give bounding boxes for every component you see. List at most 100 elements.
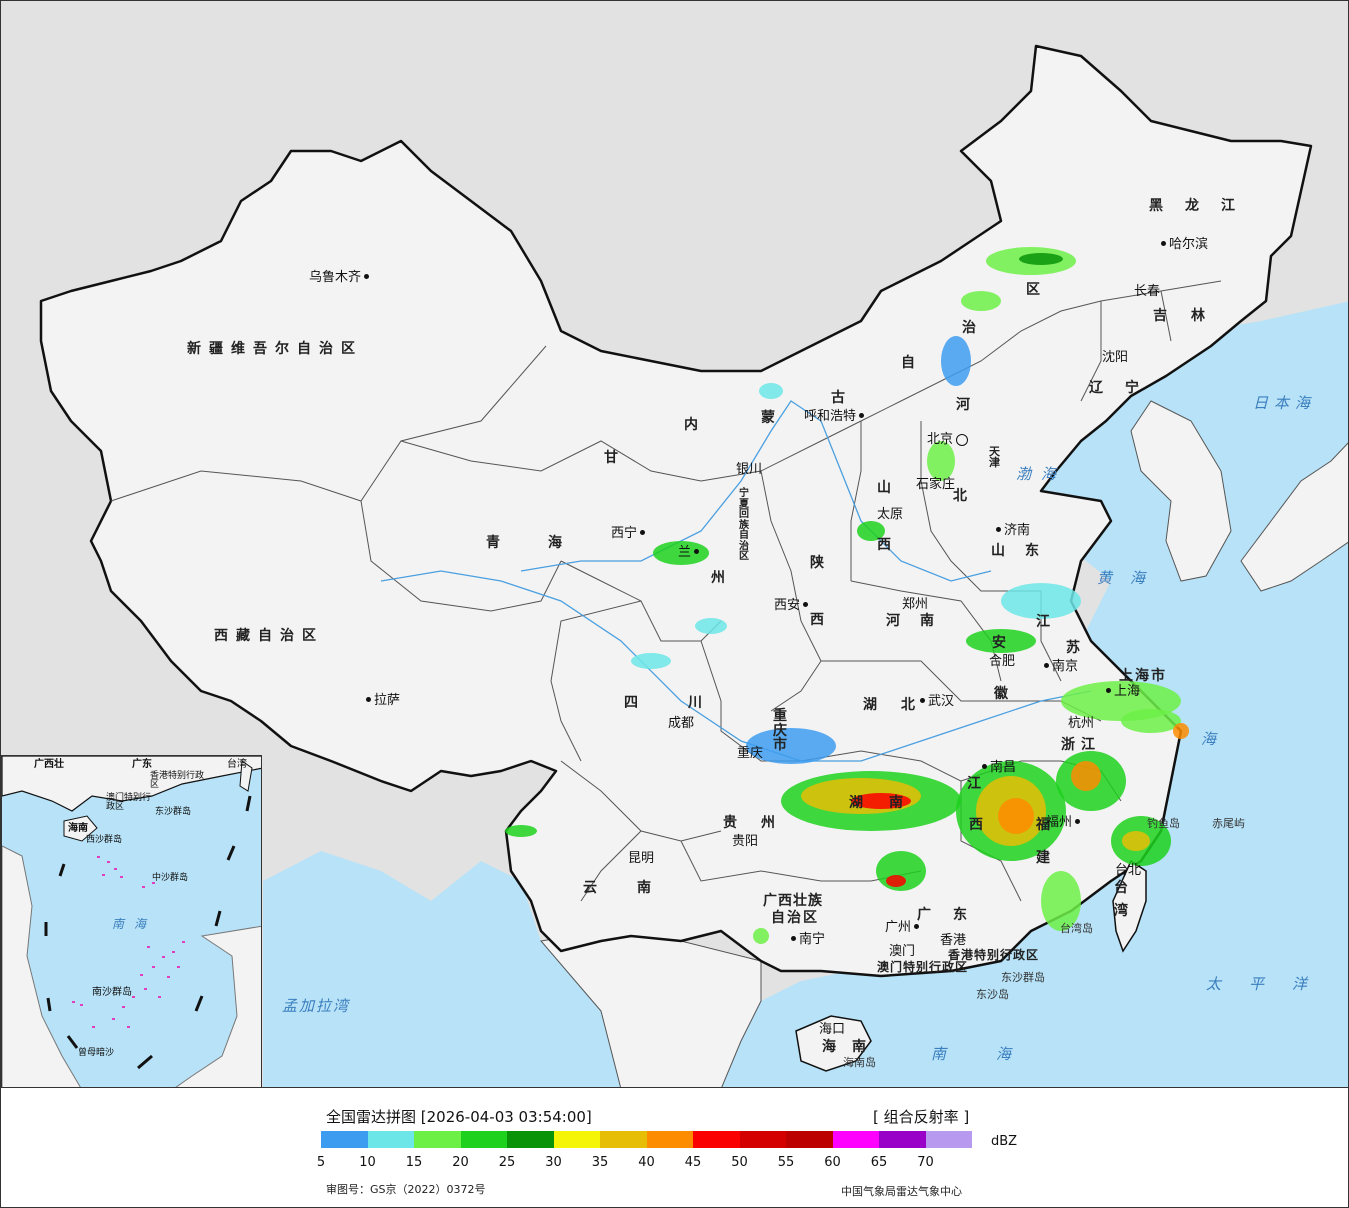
- city-shenyang: 沈阳: [1102, 350, 1129, 365]
- city-nanning: 南宁: [788, 933, 825, 946]
- inset-taiwan: 台湾: [227, 759, 247, 770]
- inset-taiwan: [239, 760, 253, 792]
- province-shanxi-2: 西: [877, 537, 899, 553]
- city-changchun: 长春: [1134, 284, 1161, 299]
- city-marker: [366, 697, 371, 702]
- radar-echo: [1121, 709, 1181, 733]
- city-hongkong: 香港: [940, 933, 967, 948]
- inset-zhongsha: 中沙群岛: [152, 873, 189, 883]
- city-xining: 西宁: [611, 527, 648, 540]
- color-scale: [321, 1131, 972, 1148]
- province-neimenggu-5: 治: [962, 320, 984, 336]
- city-haikou: 海口: [819, 1022, 846, 1037]
- province-anhui-1: 安: [992, 635, 1014, 651]
- province-neimenggu-2: 蒙: [761, 410, 783, 426]
- city-lhasa: 拉萨: [363, 694, 400, 707]
- color-swatch: [553, 1131, 600, 1148]
- inset-guangxi: 广西壮: [34, 759, 64, 770]
- radar-echo: [505, 825, 537, 837]
- inset-islands: [72, 856, 185, 1028]
- radar-echo: [961, 291, 1001, 311]
- city-harbin: 哈尔滨: [1158, 238, 1208, 251]
- city-fuzhou: 福州: [1046, 816, 1083, 829]
- island-chiwei: 赤尾屿: [1212, 817, 1245, 830]
- province-qinghai: 青海: [486, 535, 610, 551]
- province-hainan: 海南: [822, 1039, 882, 1055]
- city-guangzhou: 广州: [885, 921, 922, 934]
- province-guangxi-1: 广西壮族: [763, 893, 823, 909]
- city-marker: [1075, 819, 1081, 824]
- radar-echo: [851, 793, 911, 809]
- color-swatch: [925, 1131, 972, 1148]
- legend-unit: dBZ: [991, 1134, 1018, 1149]
- radar-echo: [1122, 831, 1150, 851]
- legend-tick: 10: [359, 1155, 376, 1170]
- city-nanjing: 南京: [1041, 660, 1078, 673]
- legend-tick: 30: [545, 1155, 562, 1170]
- color-swatch: [693, 1131, 740, 1148]
- city-marker: [859, 413, 865, 418]
- color-swatch: [507, 1131, 554, 1148]
- taiwan-land: [1112, 859, 1147, 953]
- radar-echo: [753, 928, 769, 944]
- inset-hainan: [63, 815, 98, 842]
- city-beijing: 北京: [927, 433, 969, 446]
- province-taiwan-1: 台: [1114, 880, 1136, 896]
- province-yunnan: 云南: [583, 880, 691, 896]
- legend-tick: 40: [638, 1155, 655, 1170]
- color-swatch: [786, 1131, 833, 1148]
- japan-land: [1240, 442, 1348, 592]
- province-boundaries: [110, 280, 1222, 902]
- city-xian: 西安: [774, 599, 811, 612]
- city-lanzhou: 兰: [678, 546, 702, 559]
- province-hubei: 湖北: [863, 697, 939, 713]
- korea-land: [1130, 400, 1232, 582]
- province-shaanxi-1: 陕: [810, 555, 832, 571]
- color-swatch: [367, 1131, 414, 1148]
- province-hunan: 湖南: [849, 795, 929, 811]
- bay-of-bengal: [263, 851, 621, 1087]
- city-shanghai: 上海: [1103, 685, 1140, 698]
- city-kunming: 昆明: [628, 851, 655, 866]
- legend-ticks: 5 10 15 20 25 30 35 40 45 50 55 60 65 70: [317, 1155, 981, 1171]
- radar-echo: [631, 653, 671, 669]
- radar-echo: [746, 728, 836, 764]
- province-neimenggu-1: 内: [684, 417, 706, 433]
- radar-echo: [966, 629, 1036, 653]
- inset-guangdong: 广东: [132, 759, 152, 770]
- province-liaoning: 辽宁: [1089, 380, 1161, 396]
- inset-hk: 香港特别行政区: [150, 771, 205, 790]
- color-swatch: [460, 1131, 507, 1148]
- city-marker: [996, 527, 1001, 532]
- inset-xisha: 西沙群岛: [86, 835, 123, 845]
- province-heilongjiang: 黑龙江: [1149, 198, 1257, 214]
- city-marker: [364, 274, 370, 279]
- city-marker: [920, 698, 925, 703]
- province-neimenggu-6: 区: [1026, 282, 1048, 298]
- legend-tick: 45: [684, 1155, 702, 1170]
- legend-tick: 50: [731, 1155, 748, 1170]
- province-guangxi-2: 自治区: [771, 910, 819, 926]
- legend-panel: 全国雷达拼图 [2026-04-03 03:54:00] [ 组合反射率 ] d…: [0, 1088, 1349, 1208]
- inset-hainan: 海南: [68, 823, 88, 834]
- city-urumqi: 乌鲁木齐: [309, 271, 372, 284]
- inset-nanhai: 南海: [112, 917, 157, 931]
- legend-tick: 15: [405, 1155, 423, 1170]
- color-swatch: [321, 1131, 368, 1148]
- province-fujian-1: 福: [1036, 817, 1058, 833]
- province-jiangxi-1: 江: [967, 776, 989, 792]
- hainan-land: [795, 1015, 872, 1072]
- province-neimenggu-3: 古: [831, 390, 853, 406]
- city-jinan: 济南: [993, 524, 1030, 537]
- radar-echo: [759, 383, 783, 399]
- legend-tick: 65: [870, 1155, 888, 1170]
- city-zhengzhou: 郑州: [902, 597, 929, 612]
- south-china-sea-inset: 广西壮 广东 台湾 香港特别行政区 澳门特别行政区 东沙群岛 海南 西沙群岛 中…: [1, 755, 262, 1087]
- legend-title: 全国雷达拼图 [2026-04-03 03:54:00]: [326, 1108, 592, 1126]
- city-marker: [803, 602, 809, 607]
- radar-map: 新疆维吾尔自治区 西藏自治区 青海 甘 州 内 蒙 古 自 治 区 黑龙江 吉林…: [0, 0, 1349, 1088]
- province-taiwan-2: 湾: [1114, 903, 1136, 919]
- city-macao: 澳门: [889, 944, 916, 959]
- radar-echo: [1173, 723, 1189, 739]
- color-swatch: [832, 1131, 879, 1148]
